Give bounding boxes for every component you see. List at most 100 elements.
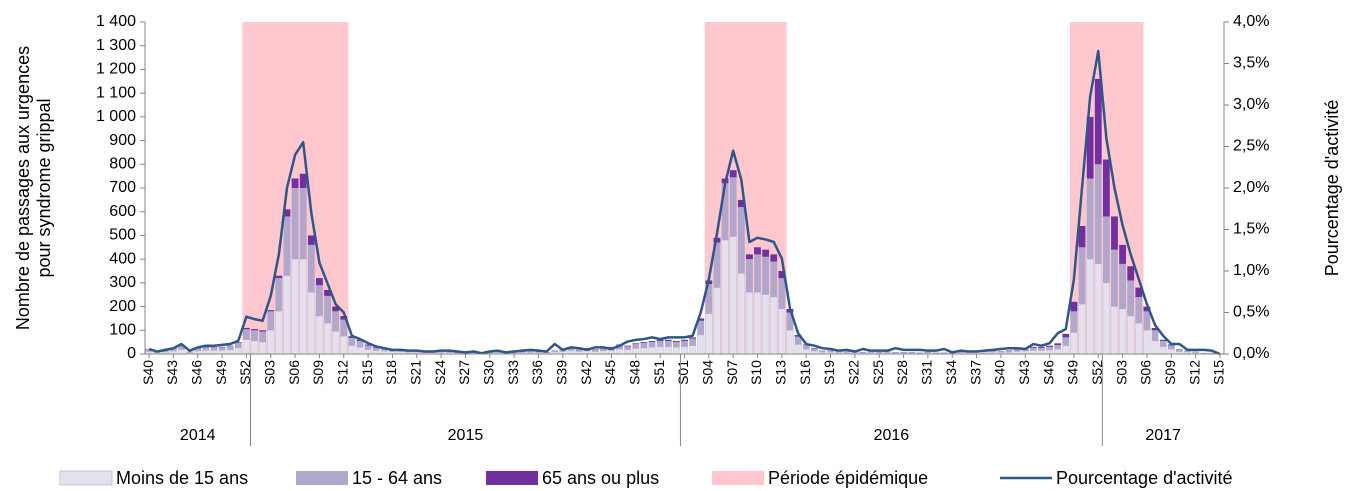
x-tick-label: S33 xyxy=(505,360,521,385)
x-tick-label: S24 xyxy=(432,360,448,385)
bar-segment xyxy=(640,342,648,344)
bar-segment xyxy=(989,350,997,353)
x-group-label: 2016 xyxy=(874,427,910,444)
bar-segment xyxy=(186,351,194,353)
x-tick-label: S06 xyxy=(1138,360,1154,385)
bar-segment xyxy=(177,349,186,355)
bar-segment xyxy=(616,345,624,350)
x-tick-label: S45 xyxy=(602,360,618,385)
x-tick-label: S30 xyxy=(480,360,496,385)
y2-axis-title: Pourcentage d'activité xyxy=(1322,100,1342,277)
bar-segment xyxy=(1192,351,1200,353)
y-axis-title: Nombre de passages aux urgences xyxy=(13,46,33,330)
y-tick-label: 1 000 xyxy=(96,108,136,125)
bar-segment xyxy=(1143,311,1151,331)
x-tick-label: S10 xyxy=(748,360,764,385)
y-tick-label: 800 xyxy=(109,156,136,173)
legend-swatch xyxy=(59,470,113,486)
bar-segment xyxy=(380,348,388,352)
epidemic-band xyxy=(258,22,268,354)
bar-segment xyxy=(145,349,153,352)
epidemic-band xyxy=(769,22,779,354)
bar-segment xyxy=(745,292,754,355)
x-group-label: 2014 xyxy=(180,427,216,444)
bar-segment xyxy=(348,345,356,355)
bar-segment xyxy=(1159,340,1167,347)
bar-segment xyxy=(794,336,802,345)
bar-segment xyxy=(316,285,323,317)
x-tick-label: S18 xyxy=(383,360,399,385)
bar-segment xyxy=(234,347,242,355)
bar-segment xyxy=(1102,159,1110,217)
epidemic-band xyxy=(704,22,714,354)
legend-swatch xyxy=(712,471,764,485)
bar-segment xyxy=(892,352,899,354)
x-tick-label: S09 xyxy=(310,360,326,385)
bar-segment xyxy=(210,350,218,355)
bar-segment xyxy=(372,347,380,351)
bar-segment xyxy=(786,312,794,331)
bar-segment xyxy=(794,335,802,337)
bar-segment xyxy=(291,188,299,260)
bar-segment xyxy=(275,275,283,279)
bar-segment xyxy=(632,348,640,355)
x-tick-label: S13 xyxy=(773,360,789,385)
bar-segment xyxy=(648,347,656,355)
bar-segment xyxy=(1078,303,1086,355)
y2-tick-label: 2,0% xyxy=(1233,179,1269,196)
bar-segment xyxy=(243,327,250,330)
bar-segment xyxy=(259,331,267,343)
bar-segment xyxy=(340,335,348,355)
bar-segment xyxy=(762,256,770,295)
bar-segment xyxy=(1094,78,1102,165)
bar-segment xyxy=(770,261,778,298)
bar-segment xyxy=(567,348,575,351)
bar-segment xyxy=(356,340,364,348)
bar-segment xyxy=(672,347,681,355)
bar-segment xyxy=(681,339,688,341)
y-axis-title: pour syndrome grippal xyxy=(34,98,54,277)
bar-segment xyxy=(437,351,445,353)
y-tick-label: 100 xyxy=(109,322,136,339)
y2-tick-label: 4,0% xyxy=(1233,13,1269,30)
bar-segment xyxy=(713,287,721,355)
bar-segment xyxy=(697,334,705,355)
activity-line xyxy=(148,49,1221,356)
bar-segment xyxy=(551,350,559,353)
x-tick-label: S03 xyxy=(1113,360,1129,385)
bar-segment xyxy=(234,342,242,343)
bar-segment xyxy=(218,350,226,355)
y-tick-label: 1 100 xyxy=(96,84,136,101)
bar-segment xyxy=(754,254,761,293)
bar-segment xyxy=(721,183,729,241)
bar-segment xyxy=(624,346,632,350)
bar-segment xyxy=(1135,287,1143,298)
bar-segment xyxy=(332,311,340,332)
bar-segment xyxy=(745,259,753,293)
legend-label: Pourcentage d'activité xyxy=(1056,468,1233,488)
x-tick-label: S43 xyxy=(164,360,180,385)
bar-segment xyxy=(1111,216,1118,250)
bar-segment xyxy=(1029,346,1037,348)
bar-segment xyxy=(1135,322,1143,355)
bar-segment xyxy=(656,346,664,355)
bar-segment xyxy=(299,258,307,355)
y-tick-label: 300 xyxy=(109,274,136,291)
bar-segment xyxy=(827,350,834,353)
bar-segment xyxy=(1062,345,1070,355)
bar-segment xyxy=(786,330,794,355)
y-tick-label: 900 xyxy=(109,132,136,149)
y-tick-label: 0 xyxy=(127,345,136,362)
y-tick-label: 400 xyxy=(109,250,136,267)
bar-segment xyxy=(1119,263,1126,309)
bar-segment xyxy=(202,350,210,355)
y-tick-label: 1 300 xyxy=(96,37,136,54)
bar-segment xyxy=(1110,306,1119,355)
bar-segment xyxy=(445,351,453,353)
bar-segment xyxy=(1078,225,1086,248)
bar-segment xyxy=(1175,349,1183,352)
bar-segment xyxy=(1062,337,1070,346)
bar-segment xyxy=(778,308,786,355)
x-tick-label: S12 xyxy=(334,360,350,385)
x-tick-label: S03 xyxy=(261,360,277,385)
